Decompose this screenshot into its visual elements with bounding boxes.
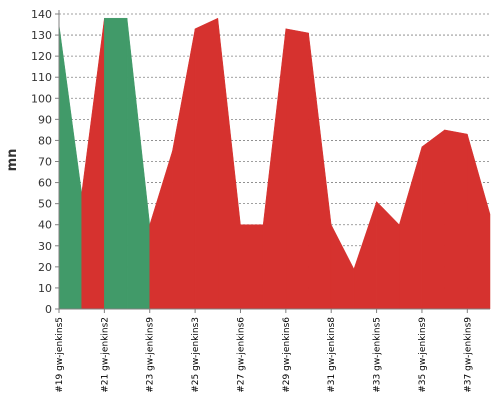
x-tick-label-4: #27 gw-jenkins6 — [236, 317, 246, 393]
y-tick-label-70: 70 — [38, 156, 52, 169]
y-tick-label-40: 40 — [38, 219, 52, 232]
area-series — [58, 17, 491, 310]
y-tick-label-20: 20 — [38, 261, 52, 274]
area-segment-6 — [172, 28, 196, 310]
data-point-12 — [307, 32, 309, 34]
area-segment-19 — [467, 134, 491, 310]
area-segment-4 — [126, 18, 150, 310]
data-point-7 — [194, 28, 196, 30]
data-point-3 — [103, 17, 105, 19]
data-point-5 — [149, 224, 151, 226]
area-segment-1 — [58, 24, 82, 310]
y-tick-label-80: 80 — [38, 134, 52, 147]
data-point-13 — [330, 224, 332, 226]
x-tick-label-0: #19 gw-jenkins5 — [55, 317, 65, 393]
x-tick-label-9: #37 gw-jenkins9 — [463, 317, 473, 393]
y-tick-label-10: 10 — [38, 282, 52, 295]
x-tick-label-1: #21 gw-jenkins2 — [100, 317, 110, 393]
area-segment-10 — [262, 28, 287, 310]
area-segment-7 — [194, 17, 219, 310]
y-tick-label-60: 60 — [38, 177, 52, 190]
x-tick-label-3: #25 gw-jenkins3 — [191, 317, 201, 393]
area-segment-9 — [240, 224, 264, 310]
area-segment-12 — [308, 32, 332, 310]
area-segment-16 — [399, 146, 423, 310]
data-point-6 — [171, 150, 173, 152]
data-point-8 — [217, 17, 219, 19]
data-point-2 — [80, 192, 82, 194]
x-tick-label-7: #33 gw-jenkins5 — [373, 317, 383, 393]
x-tick-label-5: #29 gw-jenkins6 — [282, 317, 292, 393]
y-tick-label-50: 50 — [38, 198, 52, 211]
area-segment-18 — [444, 129, 468, 310]
data-point-11 — [285, 28, 287, 30]
data-point-9 — [239, 224, 241, 226]
area-segment-14 — [353, 201, 377, 310]
data-point-15 — [375, 200, 377, 202]
data-point-4 — [126, 17, 128, 19]
area-segment-5 — [149, 150, 173, 310]
y-tick-label-140: 140 — [31, 8, 52, 21]
y-tick-label-30: 30 — [38, 240, 52, 253]
data-point-10 — [262, 224, 264, 226]
y-tick-label-0: 0 — [45, 303, 52, 316]
y-tick-label-100: 100 — [31, 92, 52, 105]
data-point-14 — [353, 268, 355, 270]
area-segment-3 — [104, 17, 128, 310]
area-segment-15 — [376, 200, 400, 310]
y-tick-label-110: 110 — [31, 71, 52, 84]
y-tick-label-120: 120 — [31, 50, 52, 63]
data-point-17 — [421, 146, 423, 148]
axes: 0 10 20 30 40 50 60 70 80 90 100 110 120 130 140 #19 gw… — [31, 8, 490, 393]
x-tick-label-2: #23 gw-jenkins9 — [146, 317, 156, 393]
y-tick-label-90: 90 — [38, 113, 52, 126]
area-segment-11 — [285, 28, 309, 310]
y-axis-title: mn — [5, 149, 20, 172]
area-segment-13 — [330, 224, 355, 310]
data-point-16 — [398, 224, 400, 226]
x-tick-label-6: #31 gw-jenkins8 — [327, 317, 337, 393]
data-point-19 — [466, 133, 468, 135]
data-point-18 — [443, 129, 445, 131]
area-segment-17 — [421, 129, 445, 310]
area-segment-8 — [217, 18, 241, 310]
area-segment-2 — [81, 18, 105, 310]
y-tick-label-130: 130 — [31, 29, 52, 42]
data-point-20 — [489, 213, 491, 215]
x-tick-label-8: #35 gw-jenkins9 — [418, 317, 428, 393]
